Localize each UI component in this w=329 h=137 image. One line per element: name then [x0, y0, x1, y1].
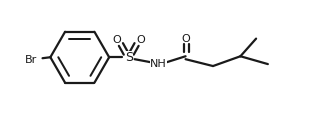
Text: NH: NH [150, 59, 166, 69]
Text: O: O [181, 34, 190, 44]
Text: O: O [136, 35, 145, 45]
Text: S: S [125, 51, 133, 64]
Text: O: O [113, 35, 121, 45]
Text: Br: Br [25, 55, 37, 65]
